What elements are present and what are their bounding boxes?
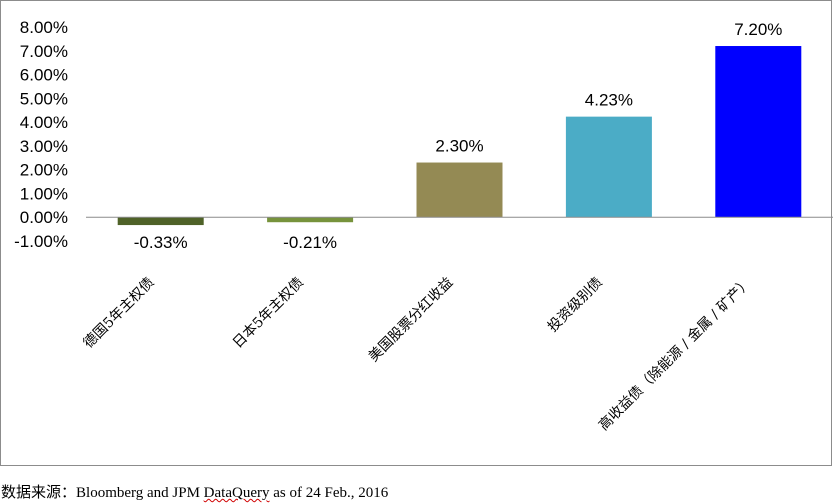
y-tick-label: -1.00% <box>14 232 68 251</box>
y-tick-label: 4.00% <box>20 113 68 132</box>
y-tick-label: 5.00% <box>20 89 68 108</box>
bar <box>416 162 503 218</box>
data-label: 7.20% <box>734 20 782 39</box>
data-label: 4.23% <box>585 91 633 110</box>
data-label: -0.21% <box>283 233 337 252</box>
bar <box>117 217 204 226</box>
data-label: -0.33% <box>134 233 188 252</box>
bars-group <box>117 46 802 226</box>
data-labels: -0.33% -0.21% 2.30% 4.23% 7.20% <box>134 20 783 252</box>
bar <box>715 46 802 218</box>
source-note: 数据来源：Bloomberg and JPM DataQuery as of 2… <box>1 481 388 502</box>
source-text-before: Bloomberg and JPM <box>76 485 204 501</box>
y-tick-label: 1.00% <box>20 184 68 203</box>
y-tick-label: 0.00% <box>20 208 68 227</box>
category-label: 投资级别债 <box>545 275 606 336</box>
bar <box>267 217 354 223</box>
chart-frame: 8.00% 7.00% 6.00% 5.00% 4.00% 3.00% 2.00% 1.00%… <box>0 0 833 466</box>
y-tick-label: 3.00% <box>20 137 68 156</box>
y-tick-label: 6.00% <box>20 66 68 85</box>
source-prefix: 数据来源： <box>1 485 77 501</box>
category-label: 高收益债（除能源 / 金属 / 矿产） <box>595 274 755 434</box>
category-label: 美国股票分红收益 <box>366 275 457 366</box>
bar-chart: 8.00% 7.00% 6.00% 5.00% 4.00% 3.00% 2.00% 1.00%… <box>14 18 833 434</box>
source-dataquery: DataQuery <box>203 485 270 501</box>
category-label: 德国5年主权债 <box>81 275 158 352</box>
y-tick-label: 7.00% <box>20 42 68 61</box>
source-text-after: as of 24 Feb., 2016 <box>269 485 389 501</box>
category-label: 日本5年主权债 <box>230 275 307 352</box>
data-label: 2.30% <box>435 137 483 156</box>
bar <box>565 116 652 218</box>
y-axis-ticks: 8.00% 7.00% 6.00% 5.00% 4.00% 3.00% 2.00% 1.00%… <box>14 18 68 251</box>
y-tick-label: 8.00% <box>20 18 68 37</box>
y-tick-label: 2.00% <box>20 161 68 180</box>
